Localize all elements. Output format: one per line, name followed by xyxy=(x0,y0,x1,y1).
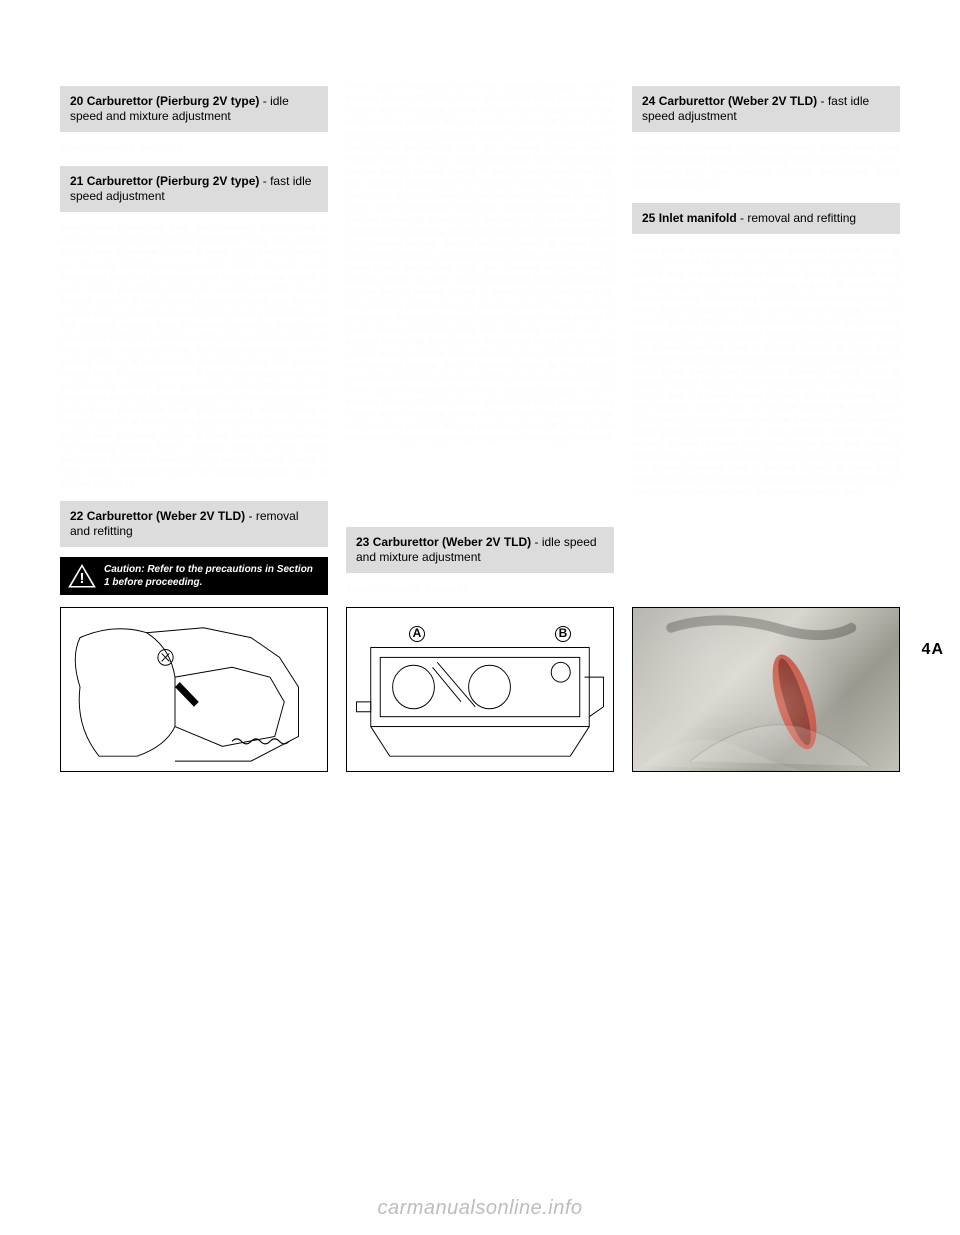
section-24-num: 24 xyxy=(642,94,655,108)
section-22-title-bold: Carburettor (Weber 2V TLD) xyxy=(87,509,245,523)
body-text: lorem ipsum placeholder body text spanni… xyxy=(632,142,900,191)
section-23-num: 23 xyxy=(356,535,369,549)
section-22-num: 22 xyxy=(70,509,83,523)
section-20-title-bold: Carburettor (Pierburg 2V type) xyxy=(87,94,260,108)
section-25-num: 25 xyxy=(642,211,655,225)
svg-text:!: ! xyxy=(80,570,85,587)
column-2: lorem ipsum placeholder body text spanni… xyxy=(346,80,614,772)
body-text: Refer to Chapter 1, Section 15. xyxy=(60,142,328,154)
section-24-header: 24 Carburettor (Weber 2V TLD) - fast idl… xyxy=(632,86,900,132)
page-tab: 4A xyxy=(922,640,944,661)
section-25-title-rest: - removal and refitting xyxy=(737,211,856,225)
body-text: lorem ipsum placeholder body text spanni… xyxy=(60,222,328,489)
caution-text: Caution: Refer to the precautions in Sec… xyxy=(104,563,320,589)
figure-25-photo xyxy=(632,607,900,772)
column-1: 20 Carburettor (Pierburg 2V type) - idle… xyxy=(60,80,328,772)
warning-triangle-icon: ! xyxy=(68,564,96,588)
section-20-header: 20 Carburettor (Pierburg 2V type) - idle… xyxy=(60,86,328,132)
watermark: carmanualsonline.info xyxy=(0,1195,960,1221)
column-3: 24 Carburettor (Weber 2V TLD) - fast idl… xyxy=(632,80,900,772)
section-20-num: 20 xyxy=(70,94,83,108)
section-24-title-bold: Carburettor (Weber 2V TLD) xyxy=(659,94,817,108)
body-text: Refer to Chapter 1, Section 15. xyxy=(346,583,614,595)
body-text: lorem ipsum placeholder body text spanni… xyxy=(346,80,614,444)
body-text: lorem ipsum placeholder body text spanni… xyxy=(632,244,900,499)
section-21-header: 21 Carburettor (Pierburg 2V type) - fast… xyxy=(60,166,328,212)
section-23-header: 23 Carburettor (Weber 2V TLD) - idle spe… xyxy=(346,527,614,573)
section-23-title-bold: Carburettor (Weber 2V TLD) xyxy=(373,535,531,549)
caution-box: ! Caution: Refer to the precautions in S… xyxy=(60,557,328,595)
section-25-title-bold: Inlet manifold xyxy=(659,211,737,225)
section-22-header: 22 Carburettor (Weber 2V TLD) - removal … xyxy=(60,501,328,547)
figure-22-carburettor-diagram xyxy=(60,607,328,772)
figure-23-carburettor-linework: A B xyxy=(346,607,614,772)
section-25-header: 25 Inlet manifold - removal and refittin… xyxy=(632,203,900,234)
section-21-num: 21 xyxy=(70,174,83,188)
section-21-title-bold: Carburettor (Pierburg 2V type) xyxy=(87,174,260,188)
